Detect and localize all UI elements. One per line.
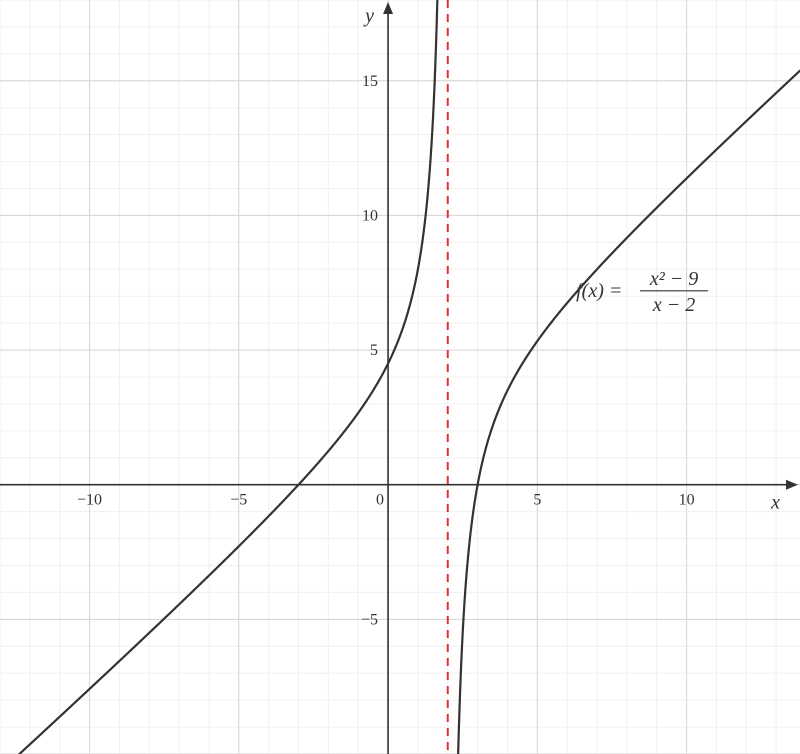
y-tick-label: −5 [361,611,378,628]
y-tick-label: 15 [362,73,378,90]
x-axis-label: x [770,492,780,514]
y-tick-label: 10 [362,207,378,224]
y-axis-label: y [363,5,374,27]
y-tick-label: 5 [370,342,378,359]
x-tick-label: 5 [533,492,541,509]
function-label-prefix: f(x) = [576,280,622,302]
x-tick-label: 10 [679,492,695,509]
x-tick-label: 0 [376,492,384,509]
x-tick-label: −5 [230,492,247,509]
function-denominator: x − 2 [652,294,695,316]
plot-svg: −10 −5 0 5 10 −5 5 10 15 x y f(x) = x² − 9 x − 2 [0,0,800,754]
x-tick-label: −10 [77,492,102,509]
function-plot: −10 −5 0 5 10 −5 5 10 15 x y f(x) = x² − 9 x − 2 [0,0,800,754]
function-numerator: x² − 9 [649,268,698,290]
